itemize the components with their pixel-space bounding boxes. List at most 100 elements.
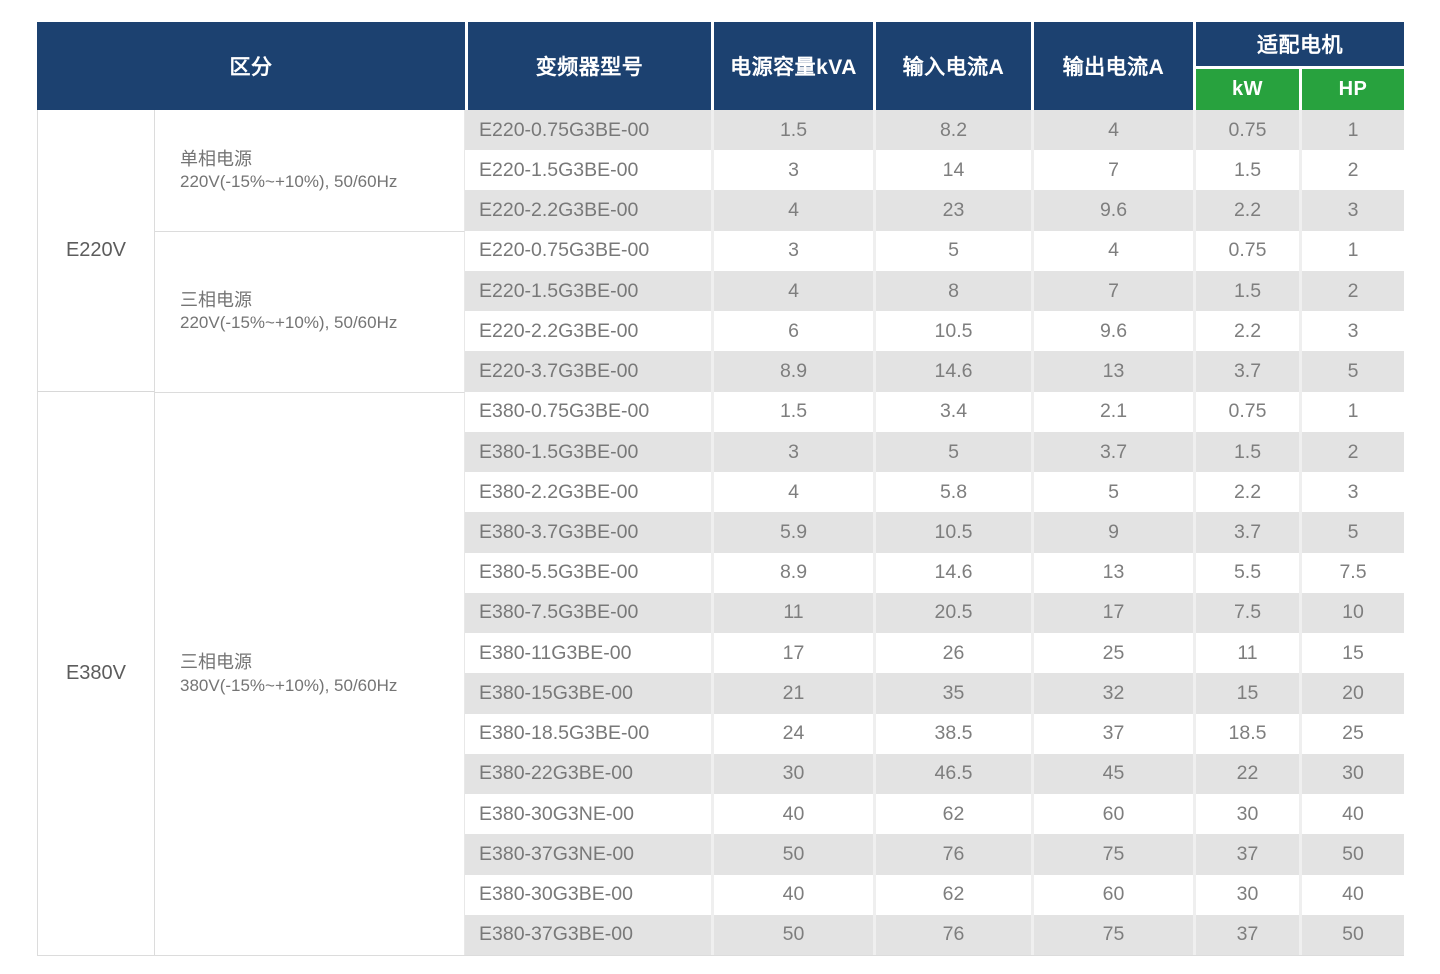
- model-cell: E380-5.5G3BE-00: [479, 561, 639, 584]
- capacity-cell: 4: [711, 270, 873, 312]
- output-current-cell: 5: [1031, 472, 1193, 513]
- power-type-label: 三相电源: [180, 652, 252, 673]
- power-type-label: 三相电源: [180, 290, 252, 311]
- output-current-cell: 75: [1031, 834, 1193, 875]
- input-current-cell: 5: [873, 431, 1031, 473]
- capacity-cell: 8.9: [711, 552, 873, 593]
- model-cell: E220-3.7G3BE-00: [465, 351, 711, 392]
- output-current-cell: 17: [1031, 592, 1193, 634]
- output-current-cell: 9: [1031, 512, 1193, 553]
- output-current-cell: 37: [1031, 713, 1193, 754]
- motor-kw-cell: 5.5: [1193, 552, 1299, 593]
- input-current-cell: 14: [873, 150, 1031, 191]
- motor-kw-cell: 3.7: [1193, 512, 1299, 553]
- motor-kw-cell: 1.5: [1193, 431, 1299, 473]
- model-cell: E380-7.5G3BE-00: [465, 592, 711, 634]
- motor-kw-cell: 30: [1193, 794, 1299, 835]
- input-current-cell: 5.8: [873, 472, 1031, 513]
- motor-hp-cell: 20: [1299, 673, 1404, 714]
- input-current-cell: 14.6: [873, 552, 1031, 593]
- input-current-cell: 3.4: [873, 391, 1031, 432]
- input-current-cell: 62: [873, 794, 1031, 835]
- motor-kw-cell: 2.2: [1193, 472, 1299, 513]
- model-cell: E220-2.2G3BE-00: [465, 190, 711, 231]
- capacity-cell: 50: [711, 914, 873, 955]
- motor-hp-cell: 30: [1299, 753, 1404, 795]
- motor-kw-cell: 2.2: [1193, 311, 1299, 352]
- capacity-cell: 11: [711, 592, 873, 634]
- capacity-cell: 4: [711, 190, 873, 231]
- output-current-cell: 7: [1031, 150, 1193, 191]
- model-cell: E380-37G3BE-00: [465, 914, 711, 955]
- input-current-cell: 62: [873, 874, 1031, 915]
- capacity-cell: 8.9: [711, 351, 873, 392]
- spec-table: 区分 变频器型号 电源容量kVA 输入电流A 输出电流A 适配电机 kW HP …: [37, 22, 1404, 956]
- model-cell: E220-0.75G3BE-00: [479, 239, 650, 262]
- motor-hp-cell: 2: [1299, 431, 1404, 473]
- motor-hp-cell: 3: [1299, 472, 1404, 513]
- output-current-cell: 4: [1031, 230, 1193, 271]
- input-current-cell: 10.5: [873, 512, 1031, 553]
- header-input-current: 输入电流A: [873, 22, 1031, 110]
- capacity-cell: 1.5: [711, 391, 873, 432]
- motor-hp-cell: 40: [1299, 794, 1404, 835]
- motor-kw-cell: 15: [1193, 673, 1299, 714]
- output-current-cell: 60: [1031, 874, 1193, 915]
- header-motor-group: 适配电机: [1193, 22, 1404, 66]
- motor-hp-cell: 10: [1299, 592, 1404, 634]
- motor-hp-cell: 1: [1299, 391, 1404, 432]
- model-cell: E380-18.5G3BE-00: [479, 722, 650, 745]
- input-current-cell: 8: [873, 270, 1031, 312]
- header-output-current: 输出电流A: [1031, 22, 1193, 110]
- model-cell: E380-30G3NE-00: [479, 802, 635, 825]
- motor-kw-cell: 0.75: [1193, 110, 1299, 151]
- output-current-cell: 2.1: [1031, 391, 1193, 432]
- model-cell: E380-0.75G3BE-00: [479, 400, 650, 423]
- power-spec-label: 220V(-15%~+10%), 50/60Hz: [180, 313, 398, 333]
- motor-hp-cell: 25: [1299, 713, 1404, 754]
- capacity-cell: 1.5: [711, 110, 873, 151]
- motor-hp-cell: 1: [1299, 110, 1404, 151]
- capacity-cell: 40: [711, 794, 873, 835]
- header-model: 变频器型号: [465, 22, 711, 110]
- capacity-cell: 3: [711, 150, 873, 191]
- model-cell: E380-2.2G3BE-00: [479, 480, 639, 503]
- model-cell: E380-30G3BE-00: [479, 883, 633, 906]
- output-current-cell: 45: [1031, 753, 1193, 795]
- input-current-cell: 35: [873, 673, 1031, 714]
- capacity-cell: 3: [711, 230, 873, 271]
- capacity-cell: 3: [711, 431, 873, 473]
- capacity-cell: 17: [711, 633, 873, 674]
- model-cell: E380-37G3NE-00: [465, 834, 711, 875]
- power-spec-label: 380V(-15%~+10%), 50/60Hz: [180, 675, 398, 695]
- capacity-cell: 24: [711, 713, 873, 754]
- output-current-cell: 60: [1031, 794, 1193, 835]
- input-current-cell: 76: [873, 914, 1031, 955]
- model-cell: E380-11G3BE-00: [479, 641, 632, 664]
- motor-kw-cell: 7.5: [1193, 592, 1299, 634]
- group-label: E220V: [37, 110, 155, 392]
- input-current-cell: 5: [873, 230, 1031, 271]
- motor-kw-cell: 2.2: [1193, 190, 1299, 231]
- output-current-cell: 9.6: [1031, 311, 1193, 352]
- model-cell: E380-22G3BE-00: [465, 753, 711, 795]
- capacity-cell: 5.9: [711, 512, 873, 553]
- motor-hp-cell: 5: [1299, 351, 1404, 392]
- output-current-cell: 3.7: [1031, 431, 1193, 473]
- motor-kw-cell: 0.75: [1193, 230, 1299, 271]
- group-label: E380V: [37, 391, 155, 955]
- model-cell: E380-3.7G3BE-00: [465, 512, 711, 553]
- input-current-cell: 26: [873, 633, 1031, 674]
- motor-kw-cell: 37: [1193, 914, 1299, 955]
- motor-hp-cell: 2: [1299, 150, 1404, 191]
- motor-kw-cell: 11: [1193, 633, 1299, 674]
- capacity-cell: 40: [711, 874, 873, 915]
- power-source-cell: 单相电源 220V(-15%~+10%), 50/60Hz: [155, 110, 465, 231]
- motor-kw-cell: 30: [1193, 874, 1299, 915]
- capacity-cell: 50: [711, 834, 873, 875]
- motor-hp-cell: 15: [1299, 633, 1404, 674]
- header-capacity: 电源容量kVA: [711, 22, 873, 110]
- model-cell: E380-1.5G3BE-00: [465, 431, 711, 473]
- model-cell: E220-1.5G3BE-00: [479, 158, 639, 181]
- input-current-cell: 38.5: [873, 713, 1031, 754]
